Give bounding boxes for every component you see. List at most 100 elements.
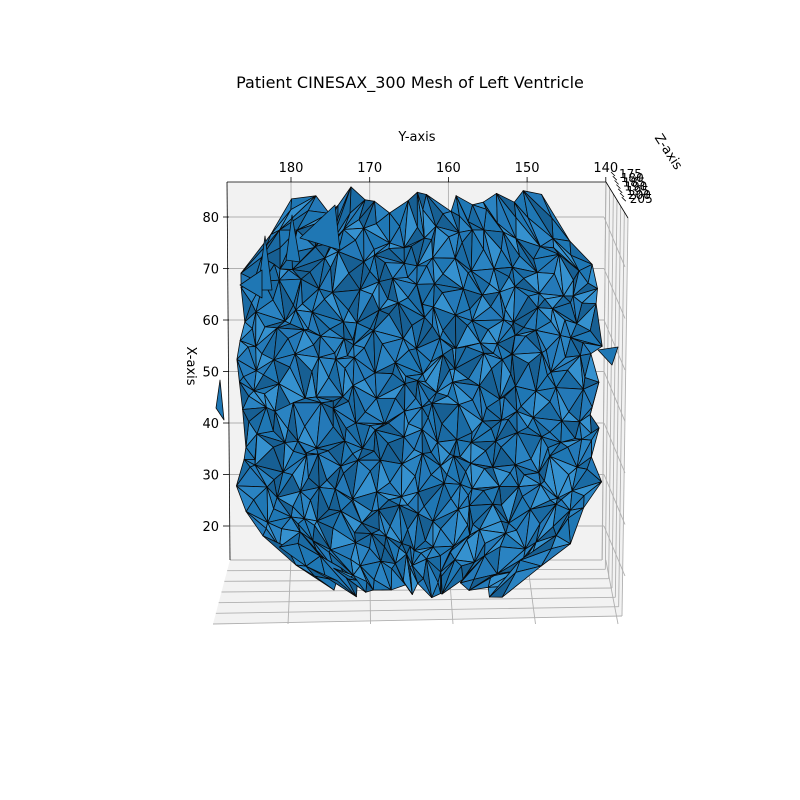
mesh-face <box>479 342 494 354</box>
mesh-face <box>340 440 354 467</box>
mesh-face <box>291 269 311 280</box>
mesh-face <box>431 392 449 404</box>
mesh-face <box>416 265 428 285</box>
mesh-face <box>415 348 432 375</box>
mesh-face <box>425 558 439 598</box>
mesh-face <box>404 383 417 412</box>
mesh-face <box>502 231 520 268</box>
mesh-face <box>417 373 426 383</box>
mesh-face <box>235 458 251 487</box>
z-tick-label-205: 205 <box>630 192 653 206</box>
y-tick-label-180: 180 <box>279 161 304 176</box>
x-tick-label-20: 20 <box>202 520 219 535</box>
mesh-face <box>343 199 366 230</box>
mesh-face <box>238 381 250 410</box>
mesh-face <box>403 410 409 438</box>
mesh-face <box>470 420 492 443</box>
mesh-face <box>332 396 350 409</box>
mesh-face <box>359 565 375 591</box>
mesh-face <box>453 439 461 458</box>
z-axis-line <box>605 181 629 219</box>
mesh-face <box>239 321 253 342</box>
mesh-face <box>505 522 517 534</box>
mesh-face <box>515 238 538 273</box>
mesh-spike <box>215 379 225 421</box>
floor-grid-z-4 <box>218 596 616 604</box>
side-grid-x-70 <box>603 268 626 319</box>
mesh-face <box>305 565 338 581</box>
mesh-face <box>278 543 307 567</box>
mesh-face <box>572 270 589 297</box>
x-tick-label-40: 40 <box>202 417 219 432</box>
side-grid-x-80 <box>603 216 626 268</box>
ventricle-mesh <box>215 186 619 598</box>
mesh-face <box>454 314 468 349</box>
x-tick-label-80: 80 <box>202 211 219 226</box>
mesh-face <box>352 574 368 593</box>
mesh-face <box>555 387 570 422</box>
mesh-face <box>316 520 334 551</box>
mesh-face <box>432 225 450 259</box>
mesh-face <box>499 291 506 321</box>
mesh-face <box>235 485 255 512</box>
mesh-face <box>555 497 562 505</box>
mesh-face <box>311 311 331 337</box>
mesh-face <box>340 510 357 544</box>
mesh-face <box>535 307 552 331</box>
mesh-face <box>450 210 460 233</box>
mesh-face <box>455 195 473 231</box>
mesh-face <box>572 295 583 325</box>
mesh-face <box>513 286 529 323</box>
z-tick-mark-175 <box>610 171 616 177</box>
mesh-face <box>576 438 592 468</box>
mesh-face <box>401 543 411 555</box>
mesh-face <box>316 402 334 449</box>
mesh-face <box>478 352 492 387</box>
z-tick-mark-190 <box>616 184 621 189</box>
side-grid-z-5 <box>618 211 625 607</box>
mesh-face <box>253 390 267 408</box>
mesh-face <box>352 357 366 386</box>
mesh-face <box>236 340 249 360</box>
mesh-face <box>538 436 549 474</box>
mesh-face <box>515 385 522 412</box>
mesh-face <box>441 559 462 595</box>
mesh-face <box>470 229 484 272</box>
mesh-face <box>454 346 467 370</box>
mesh-face <box>499 396 505 421</box>
mesh-face <box>432 520 442 548</box>
mesh-face <box>512 266 525 288</box>
z-tick-label-180: 180 <box>621 171 644 185</box>
mesh-face <box>299 454 309 492</box>
mesh-face <box>342 321 354 341</box>
mesh-face <box>519 535 557 561</box>
mesh-face <box>255 346 263 372</box>
mesh-face <box>335 358 346 398</box>
mesh-face <box>482 201 504 233</box>
mesh-face <box>406 553 413 595</box>
mesh-spike <box>597 346 619 366</box>
mesh-face <box>278 268 290 281</box>
mesh-face <box>353 344 365 359</box>
mesh-face <box>560 420 576 443</box>
mesh-face <box>532 390 551 418</box>
mesh-face <box>282 442 294 473</box>
mesh-face <box>454 232 463 259</box>
mesh-face <box>270 198 292 236</box>
mesh-face <box>470 441 487 464</box>
mesh-face <box>318 335 336 358</box>
mesh-face <box>513 321 525 336</box>
mesh-face <box>332 407 347 442</box>
mesh-face <box>373 309 390 331</box>
mesh-face <box>400 463 416 498</box>
x-axis-ticks: 20 30 40 50 60 70 80 <box>202 211 229 535</box>
mesh-face <box>299 531 321 557</box>
mesh-face <box>416 237 433 267</box>
mesh-face <box>437 441 451 467</box>
mesh-face <box>532 417 551 438</box>
mesh-face <box>317 453 328 488</box>
mesh-face <box>417 380 430 408</box>
mesh-face <box>536 272 555 294</box>
mesh-face <box>378 509 391 537</box>
